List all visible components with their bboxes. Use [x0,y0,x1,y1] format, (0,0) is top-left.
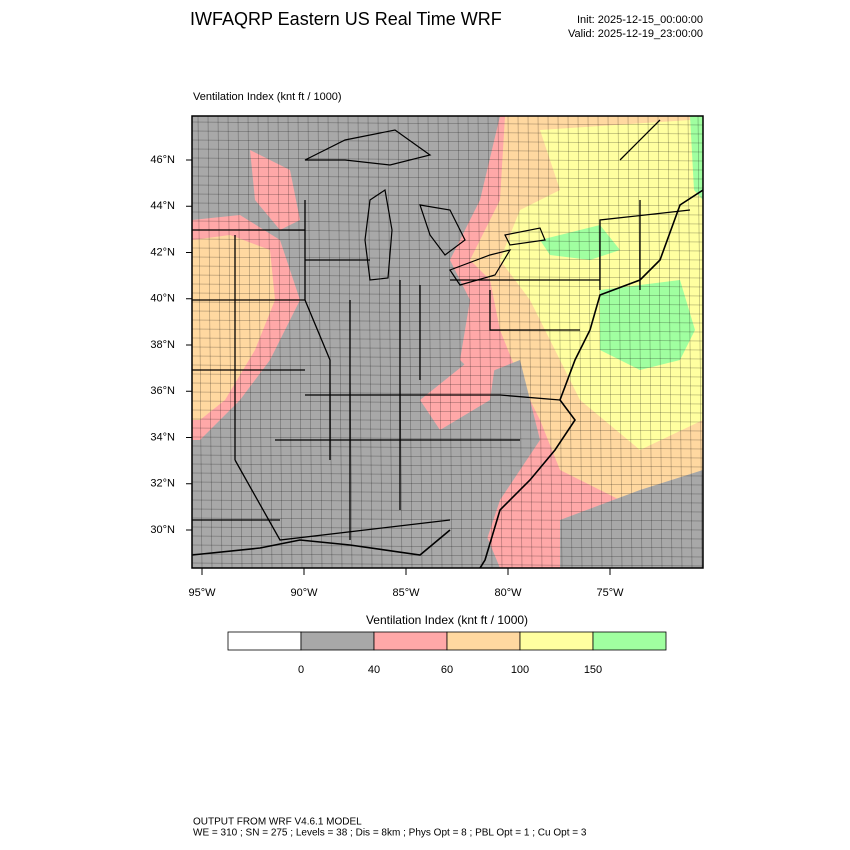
legend-label: 100 [511,664,529,676]
lat-label: 40°N [150,293,175,305]
lon-label: 90°W [290,587,318,599]
valid-time: Valid: 2025-12-19_23:00:00 [568,28,703,40]
legend-swatch [519,631,594,651]
lon-label: 80°W [494,587,522,599]
map [192,116,703,568]
legend-label: 40 [368,664,380,676]
legend-label: 150 [584,664,602,676]
lat-label: 38°N [150,339,175,351]
lat-label: 42°N [150,246,175,258]
lat-label: 44°N [150,200,175,212]
lat-label: 46°N [150,154,175,166]
legend-swatch [446,631,521,651]
map-frame [191,115,704,569]
footer-line: OUTPUT FROM WRF V4.6.1 MODEL [193,817,362,828]
lat-label: 30°N [150,524,175,536]
init-time: Init: 2025-12-15_00:00:00 [577,14,703,26]
legend-label: 60 [441,664,453,676]
lon-label: 95°W [188,587,216,599]
legend-title: Ventilation Index (knt ft / 1000) [366,613,528,627]
legend-swatch [300,631,375,651]
legend-label: 0 [298,664,304,676]
lon-label: 75°W [596,587,624,599]
legend-swatch [227,631,302,651]
lat-label: 36°N [150,385,175,397]
lat-label: 32°N [150,478,175,490]
title: IWFAQRP Eastern US Real Time WRF [190,9,502,29]
lat-label: 34°N [150,431,175,443]
legend-swatch [592,631,667,651]
colorbar: 0 40 60 100 150 [227,631,667,676]
lon-label: 85°W [392,587,420,599]
map-label: Ventilation Index (knt ft / 1000) [193,91,342,103]
legend-swatch [373,631,448,651]
footer-line: WE = 310 ; SN = 275 ; Levels = 38 ; Dis … [193,828,587,839]
county-lines [192,116,703,568]
